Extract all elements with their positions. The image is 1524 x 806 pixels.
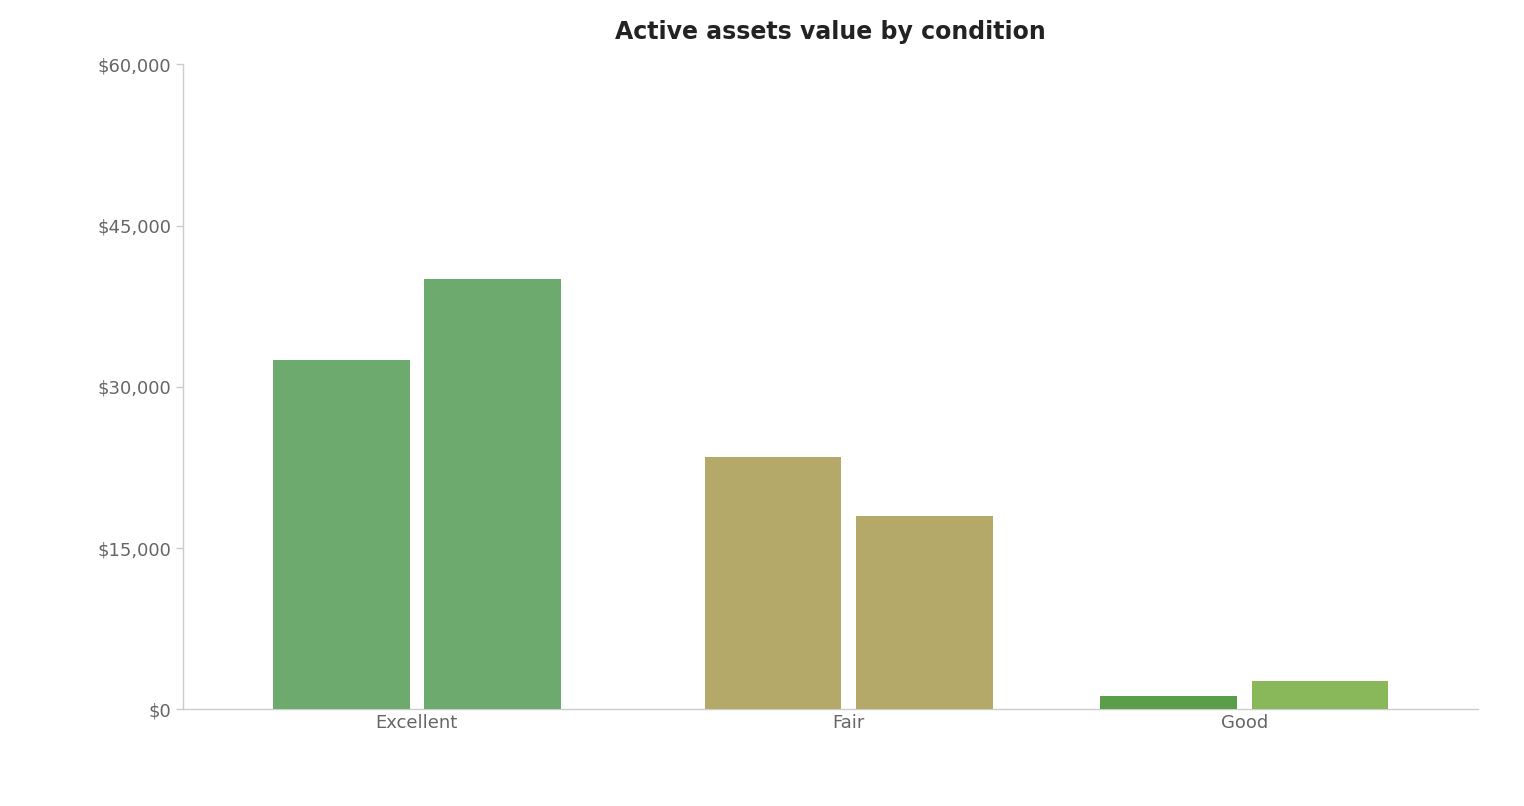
- Bar: [856, 516, 992, 709]
- Bar: [704, 457, 841, 709]
- Bar: [424, 280, 561, 709]
- Bar: [273, 360, 410, 709]
- Title: Active assets value by condition: Active assets value by condition: [616, 20, 1045, 44]
- Bar: [1251, 681, 1388, 709]
- Bar: [1100, 696, 1237, 709]
